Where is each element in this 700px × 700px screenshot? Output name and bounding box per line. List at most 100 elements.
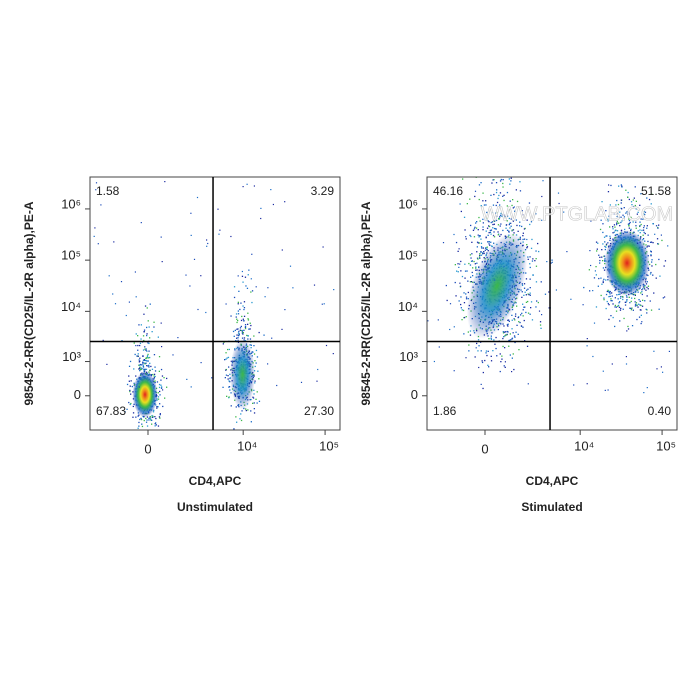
density-dot bbox=[154, 423, 156, 425]
density-dot bbox=[157, 396, 160, 398]
density-dot bbox=[453, 233, 455, 236]
density-dot bbox=[523, 287, 526, 289]
density-dot bbox=[503, 214, 505, 216]
density-dot bbox=[624, 304, 627, 306]
density-dot bbox=[224, 359, 226, 361]
density-dot bbox=[161, 386, 163, 388]
density-dot bbox=[464, 263, 466, 265]
density-dot bbox=[628, 225, 630, 227]
density-dot bbox=[477, 339, 480, 341]
density-dot bbox=[479, 115, 480, 116]
density-dot bbox=[617, 222, 619, 224]
density-dot bbox=[630, 307, 632, 309]
density-dot bbox=[630, 300, 632, 303]
density-dot bbox=[605, 235, 607, 237]
density-dot bbox=[476, 257, 479, 259]
density-dot bbox=[465, 316, 467, 318]
density-dot bbox=[252, 402, 254, 404]
density-dot bbox=[480, 246, 483, 248]
density-dot bbox=[492, 162, 493, 163]
density-dot bbox=[647, 274, 649, 277]
density-dot bbox=[632, 205, 635, 208]
density-dot bbox=[635, 304, 637, 306]
density-dot bbox=[624, 301, 626, 303]
density-dot bbox=[629, 221, 631, 224]
density-dot bbox=[427, 320, 429, 322]
density-dot bbox=[256, 391, 258, 393]
density-dot bbox=[616, 215, 618, 218]
density-dot bbox=[603, 297, 605, 299]
density-dot bbox=[490, 338, 493, 340]
density-dot bbox=[489, 229, 491, 232]
density-dot bbox=[539, 321, 542, 323]
density-dot bbox=[228, 386, 230, 388]
density-dot bbox=[646, 197, 648, 199]
density-dot bbox=[616, 222, 618, 224]
density-dot bbox=[634, 294, 636, 296]
density-dot bbox=[485, 350, 488, 352]
density-dot bbox=[146, 326, 148, 329]
density-dot bbox=[145, 417, 147, 420]
density-dot bbox=[646, 281, 648, 283]
density-dot bbox=[636, 318, 638, 321]
density-dot bbox=[227, 356, 230, 359]
density-dot bbox=[132, 412, 135, 414]
density-dot bbox=[237, 328, 239, 330]
density-dot bbox=[646, 225, 648, 227]
density-dot bbox=[149, 415, 151, 418]
density-dot bbox=[136, 355, 138, 357]
density-dot bbox=[113, 241, 115, 243]
density-dot bbox=[158, 416, 161, 418]
density-dot bbox=[470, 224, 472, 227]
density-dot bbox=[487, 220, 489, 222]
density-dot bbox=[159, 394, 161, 396]
density-dot bbox=[478, 345, 480, 347]
density-dot bbox=[462, 309, 465, 312]
density-dot bbox=[515, 331, 517, 333]
density-dot bbox=[479, 257, 481, 259]
density-dot bbox=[461, 275, 464, 278]
density-dot bbox=[149, 369, 151, 371]
density-dot bbox=[506, 220, 508, 222]
density-dot bbox=[599, 259, 601, 262]
density-dot bbox=[527, 383, 529, 385]
density-dot bbox=[145, 421, 148, 423]
density-dot bbox=[610, 184, 612, 187]
density-dot bbox=[634, 297, 636, 300]
density-dot bbox=[233, 428, 235, 430]
density-dot bbox=[622, 158, 623, 159]
density-dot bbox=[477, 242, 479, 244]
density-dot bbox=[522, 315, 524, 317]
density-dot bbox=[605, 293, 608, 296]
density-dot bbox=[455, 295, 457, 297]
density-dot bbox=[502, 186, 504, 188]
density-dot bbox=[511, 319, 513, 321]
density-dot bbox=[211, 377, 213, 379]
density-dot bbox=[617, 110, 618, 111]
density-dot bbox=[159, 413, 161, 415]
density-dot bbox=[651, 265, 653, 267]
density-dot bbox=[154, 370, 157, 372]
density-dot bbox=[253, 412, 256, 414]
density-dot bbox=[626, 330, 628, 332]
density-dot bbox=[142, 355, 144, 357]
density-dot bbox=[114, 303, 117, 305]
density-dot bbox=[256, 356, 259, 358]
density-dot bbox=[512, 220, 514, 222]
density-dot bbox=[503, 199, 505, 202]
density-dot bbox=[527, 312, 530, 314]
density-dot bbox=[529, 263, 531, 265]
density-dot bbox=[486, 217, 488, 219]
density-dot bbox=[140, 338, 142, 340]
density-dot bbox=[502, 229, 504, 232]
density-dot bbox=[607, 302, 609, 305]
y-tick-label: 10⁶ bbox=[398, 196, 418, 211]
density-dot bbox=[632, 199, 634, 201]
density-dot bbox=[222, 343, 224, 345]
density-dot bbox=[480, 242, 483, 244]
density-dot bbox=[496, 215, 498, 217]
density-dot bbox=[465, 298, 468, 300]
density-dot bbox=[484, 136, 485, 137]
density-dot bbox=[475, 227, 478, 229]
density-dot bbox=[469, 198, 471, 200]
